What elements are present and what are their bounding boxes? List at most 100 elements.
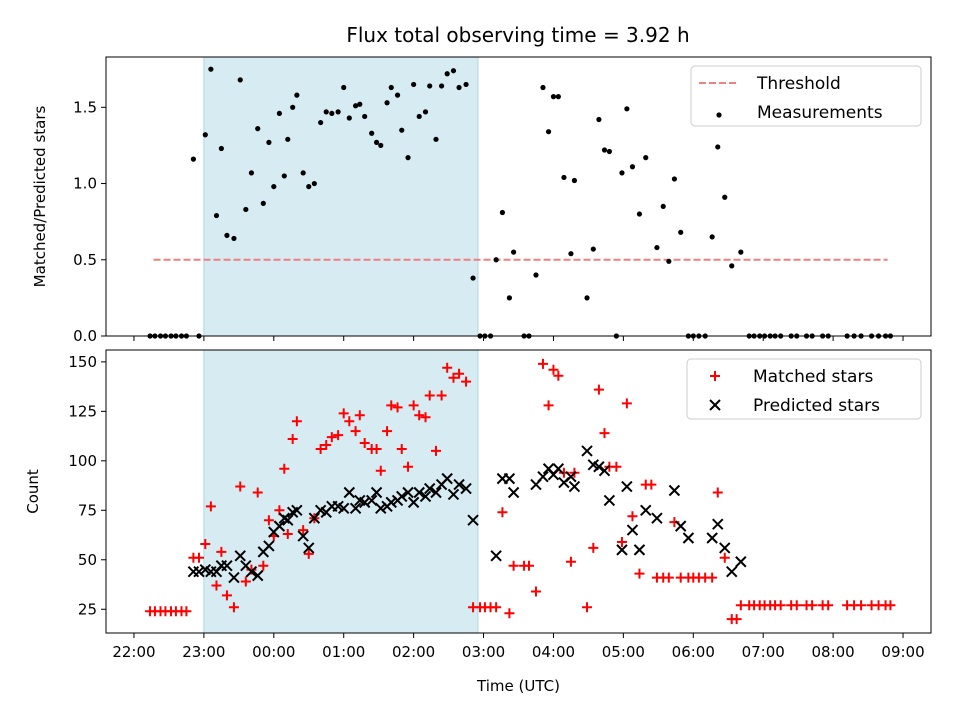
x-tick-label: 01:00 [322, 643, 365, 661]
data-point [467, 514, 479, 526]
data-point [365, 494, 378, 507]
data-point [584, 295, 590, 301]
data-point [200, 538, 211, 549]
data-point [386, 400, 397, 411]
data-point [424, 482, 436, 495]
data-point [511, 249, 517, 255]
data-point [252, 487, 263, 498]
data-point [460, 482, 472, 495]
legend-label: Measurements [757, 103, 883, 123]
data-point [640, 504, 652, 517]
y-tick-label: 0.5 [73, 251, 97, 269]
data-point [358, 496, 371, 509]
data-point [674, 520, 687, 532]
data-point [738, 249, 744, 255]
data-point [234, 550, 246, 562]
data-point [392, 402, 403, 413]
data-point [300, 170, 306, 176]
data-point [731, 614, 742, 625]
data-point [660, 203, 666, 210]
data-point [352, 103, 359, 109]
y-tick-label: 1.5 [73, 98, 97, 116]
data-point [856, 600, 867, 611]
data-point [306, 183, 312, 190]
data-point [885, 600, 896, 611]
data-point [588, 542, 599, 553]
data-point [493, 257, 499, 263]
data-point [548, 364, 559, 375]
data-point [422, 109, 429, 115]
data-point [349, 502, 362, 515]
data-point [354, 410, 365, 421]
y-tick-label: 50 [78, 551, 97, 569]
data-point [260, 200, 266, 206]
data-point [599, 428, 610, 439]
axes-frame [105, 349, 932, 634]
x-tick-label: 05:00 [602, 643, 645, 661]
data-point [668, 484, 681, 497]
data-point [245, 565, 258, 578]
data-point [663, 572, 674, 583]
data-point [181, 606, 192, 617]
data-point [646, 479, 657, 490]
legend-label: Predicted stars [753, 396, 880, 416]
x-tick-label: 03:00 [462, 643, 505, 661]
data-point [403, 461, 414, 472]
data-point [504, 608, 515, 619]
data-point [427, 83, 433, 89]
data-point [388, 84, 394, 91]
data-point [213, 212, 220, 219]
data-point [231, 235, 237, 242]
data-point [729, 263, 735, 269]
series-matched-stars [145, 358, 896, 625]
data-point [308, 512, 321, 524]
data-point [606, 148, 612, 155]
data-point [341, 84, 347, 91]
data-point [335, 109, 341, 115]
y-tick-label: 75 [78, 501, 97, 519]
data-point [450, 68, 457, 74]
y-axis-label: Matched/Predicted stars [31, 106, 49, 288]
data-point [399, 127, 405, 133]
y-axis-label: Count [24, 469, 42, 514]
data-point [193, 552, 204, 563]
legend-box [686, 358, 922, 420]
data-point [456, 84, 462, 91]
data-point [281, 173, 287, 179]
data-point [371, 443, 382, 454]
x-tick-label: 04:00 [532, 643, 575, 661]
data-point [537, 358, 548, 369]
data-point [719, 542, 731, 554]
data-point [315, 443, 326, 454]
data-point [411, 81, 417, 88]
data-point [603, 494, 616, 507]
data-point [329, 110, 335, 117]
data-point [311, 180, 317, 187]
data-point [291, 504, 303, 517]
data-point [438, 83, 445, 89]
data-point [190, 156, 196, 162]
data-point [712, 518, 724, 530]
data-point [416, 113, 422, 120]
legend-marker [710, 371, 720, 381]
data-point [709, 234, 715, 240]
data-point [228, 602, 239, 613]
data-point [211, 580, 222, 591]
data-point [303, 548, 314, 559]
legend: Threshold Measurements [690, 65, 922, 127]
data-point [616, 536, 627, 547]
data-point [282, 529, 293, 540]
data-point [221, 590, 232, 601]
data-point [303, 542, 315, 554]
data-point [621, 480, 633, 493]
data-point [616, 544, 628, 556]
data-point [362, 113, 368, 120]
data-point [636, 211, 643, 217]
data-point [436, 390, 447, 401]
data-point [621, 398, 632, 409]
data-point [706, 532, 718, 544]
data-point [448, 372, 459, 383]
axes-frame [105, 56, 932, 337]
data-point [369, 130, 375, 136]
